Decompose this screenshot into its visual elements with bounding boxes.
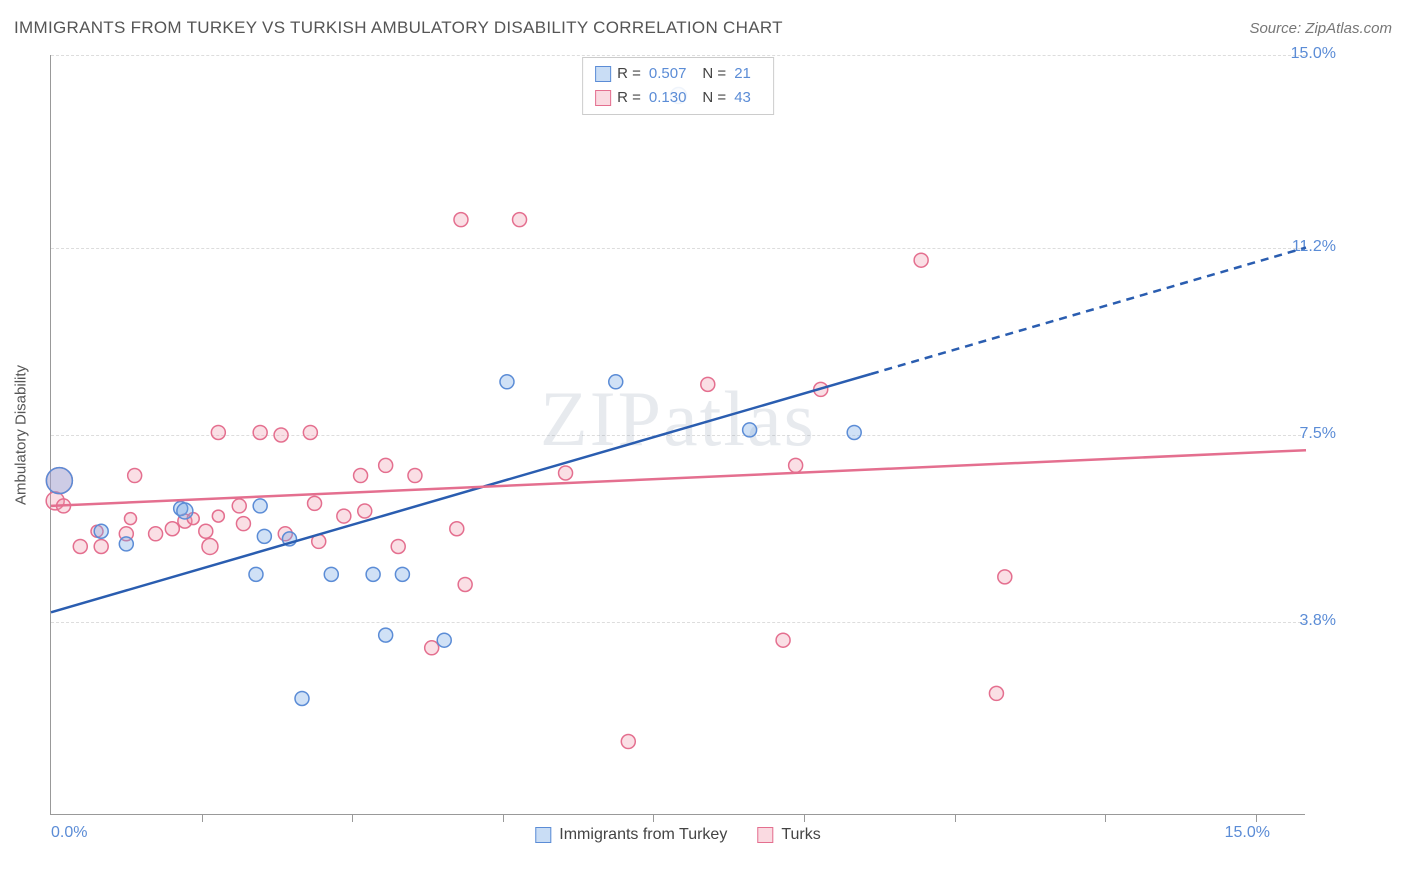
data-point	[73, 539, 87, 553]
x-tick	[1256, 814, 1257, 822]
data-point	[46, 468, 72, 494]
swatch-icon	[595, 66, 611, 82]
data-point	[324, 567, 338, 581]
data-point	[914, 253, 928, 267]
data-point	[303, 425, 317, 439]
r-label: R =	[617, 86, 641, 110]
regression-line-dashed	[871, 248, 1306, 374]
bottom-legend: Immigrants from Turkey Turks	[535, 826, 820, 844]
data-point	[366, 567, 380, 581]
legend-label: Turks	[781, 826, 820, 844]
header: IMMIGRANTS FROM TURKEY VS TURKISH AMBULA…	[14, 18, 1392, 38]
x-tick	[1105, 814, 1106, 822]
data-point	[425, 641, 439, 655]
legend-item-immigrants: Immigrants from Turkey	[535, 826, 727, 844]
regression-line	[51, 450, 1306, 506]
legend-row-immigrants: R = 0.507 N = 21	[595, 62, 761, 86]
data-point	[458, 577, 472, 591]
swatch-icon	[535, 827, 551, 843]
data-point	[454, 213, 468, 227]
r-value: 0.130	[649, 86, 687, 110]
data-point	[354, 469, 368, 483]
data-point	[149, 527, 163, 541]
data-point	[212, 510, 224, 522]
data-point	[253, 425, 267, 439]
x-tick	[653, 814, 654, 822]
data-point	[701, 377, 715, 391]
data-point	[437, 633, 451, 647]
data-point	[776, 633, 790, 647]
data-point	[500, 375, 514, 389]
data-point	[989, 686, 1003, 700]
swatch-icon	[757, 827, 773, 843]
data-point	[450, 522, 464, 536]
data-point	[358, 504, 372, 518]
swatch-icon	[595, 90, 611, 106]
source-label: Source: ZipAtlas.com	[1249, 20, 1392, 37]
data-point	[253, 499, 267, 513]
data-point	[257, 529, 271, 543]
data-point	[743, 423, 757, 437]
n-value: 21	[734, 62, 751, 86]
data-point	[609, 375, 623, 389]
data-point	[379, 458, 393, 472]
data-point	[621, 735, 635, 749]
legend-row-turks: R = 0.130 N = 43	[595, 86, 761, 110]
data-point	[408, 469, 422, 483]
data-point	[395, 567, 409, 581]
data-point	[165, 522, 179, 536]
data-point	[124, 513, 136, 525]
data-point	[249, 567, 263, 581]
x-tick	[202, 814, 203, 822]
scatter-svg	[51, 55, 1306, 815]
data-point	[128, 469, 142, 483]
legend-item-turks: Turks	[757, 826, 820, 844]
x-tick	[503, 814, 504, 822]
data-point	[337, 509, 351, 523]
chart-title: IMMIGRANTS FROM TURKEY VS TURKISH AMBULA…	[14, 18, 783, 38]
data-point	[847, 425, 861, 439]
data-point	[391, 539, 405, 553]
data-point	[211, 425, 225, 439]
x-min-label: 0.0%	[51, 824, 87, 842]
r-label: R =	[617, 62, 641, 86]
correlation-legend: R = 0.507 N = 21 R = 0.130 N = 43	[582, 57, 774, 115]
x-max-label: 15.0%	[1225, 824, 1270, 842]
data-point	[559, 466, 573, 480]
y-axis-title: Ambulatory Disability	[13, 364, 30, 504]
x-tick	[352, 814, 353, 822]
n-label: N =	[702, 62, 726, 86]
data-point	[236, 517, 250, 531]
data-point	[94, 539, 108, 553]
data-point	[232, 499, 246, 513]
data-point	[295, 691, 309, 705]
n-label: N =	[702, 86, 726, 110]
n-value: 43	[734, 86, 751, 110]
legend-label: Immigrants from Turkey	[559, 826, 727, 844]
data-point	[274, 428, 288, 442]
data-point	[119, 537, 133, 551]
data-point	[379, 628, 393, 642]
x-tick	[804, 814, 805, 822]
data-point	[789, 458, 803, 472]
data-point	[308, 496, 322, 510]
chart-area: Ambulatory Disability 15.0%11.2%7.5%3.8%…	[50, 55, 1340, 815]
data-point	[199, 524, 213, 538]
regression-line	[51, 374, 871, 612]
data-point	[177, 503, 193, 519]
data-point	[998, 570, 1012, 584]
data-point	[513, 213, 527, 227]
data-point	[202, 538, 218, 554]
data-point	[94, 524, 108, 538]
plot-box: Ambulatory Disability 15.0%11.2%7.5%3.8%…	[50, 55, 1305, 815]
r-value: 0.507	[649, 62, 687, 86]
x-tick	[955, 814, 956, 822]
